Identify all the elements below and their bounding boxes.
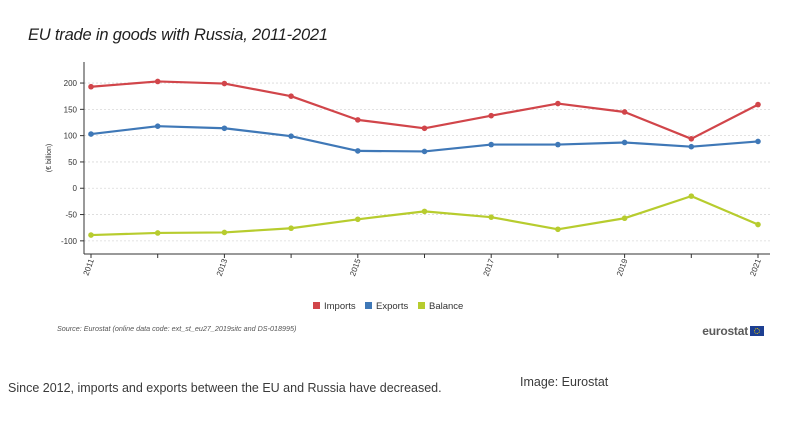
- data-point-balance: [88, 232, 94, 238]
- y-tick-label: 200: [64, 79, 78, 88]
- data-point-exports: [288, 133, 294, 139]
- line-chart: 200 150 100 50 0 -50 -100 (€ billion) 2011 2013 20…: [46, 62, 770, 312]
- data-point-imports: [154, 78, 161, 85]
- series-line-balance: [90, 195, 759, 237]
- y-tick-label: 0: [73, 184, 78, 193]
- data-point-imports: [355, 117, 361, 123]
- brand-text: eurostat: [702, 324, 748, 338]
- data-point-balance: [154, 230, 161, 236]
- legend-label-exports: Exports: [376, 301, 408, 312]
- y-tick-label: 100: [64, 132, 78, 141]
- image-caption: Since 2012, imports and exports between …: [8, 381, 442, 395]
- x-tick-label: 2021: [748, 257, 763, 277]
- data-point-exports: [221, 125, 228, 132]
- legend-swatch-exports: [365, 302, 372, 309]
- data-point-balance: [555, 226, 561, 233]
- data-point-balance: [221, 229, 228, 236]
- image-credit: Image: Eurostat: [520, 375, 609, 389]
- data-point-imports: [221, 80, 228, 87]
- x-tick-label: 2013: [215, 257, 230, 277]
- y-tick-label: -100: [61, 237, 78, 246]
- data-point-exports: [621, 139, 628, 146]
- data-point-imports: [288, 93, 294, 99]
- y-tick-label: -50: [65, 211, 77, 220]
- data-point-balance: [288, 225, 294, 232]
- data-point-exports: [88, 131, 94, 137]
- data-point-imports: [621, 109, 628, 115]
- data-point-exports: [688, 143, 695, 150]
- data-point-exports: [355, 148, 361, 154]
- legend-swatch-balance: [418, 302, 425, 309]
- y-tick-label: 50: [68, 158, 77, 167]
- data-point-imports: [755, 101, 761, 108]
- data-point-exports: [421, 148, 428, 155]
- data-point-imports: [688, 136, 695, 142]
- data-point-imports: [555, 100, 561, 107]
- data-point-balance: [488, 214, 495, 220]
- data-point-exports: [755, 138, 761, 145]
- data-point-balance: [755, 221, 761, 228]
- x-tick-label: 2015: [348, 257, 363, 277]
- data-point-imports: [488, 112, 495, 119]
- data-point-balance: [421, 208, 428, 215]
- x-tick-label: 2011: [82, 257, 97, 277]
- y-axis-label: (€ billion): [46, 144, 53, 172]
- data-point-balance: [688, 193, 695, 199]
- x-tick-label: 2017: [482, 257, 497, 277]
- data-point-imports: [421, 125, 428, 132]
- data-point-exports: [488, 141, 495, 148]
- x-tick-label: 2019: [615, 257, 630, 277]
- data-point-balance: [621, 215, 628, 222]
- data-point-exports: [555, 141, 561, 148]
- legend-label-balance: Balance: [429, 301, 463, 312]
- y-tick-label: 150: [64, 105, 78, 114]
- legend-label-imports: Imports: [324, 301, 356, 312]
- legend-swatch-imports: [313, 302, 320, 309]
- source-note: Source: Eurostat (online data code: ext_…: [57, 324, 297, 333]
- eu-flag-icon: [750, 326, 764, 336]
- data-point-imports: [88, 83, 94, 90]
- data-point-balance: [355, 216, 361, 223]
- data-point-exports: [154, 123, 161, 129]
- eurostat-logo: eurostat: [702, 324, 764, 338]
- chart-figure: EU trade in goods with Russia, 2011-2021…: [28, 26, 770, 338]
- chart-title: EU trade in goods with Russia, 2011-2021: [28, 26, 328, 44]
